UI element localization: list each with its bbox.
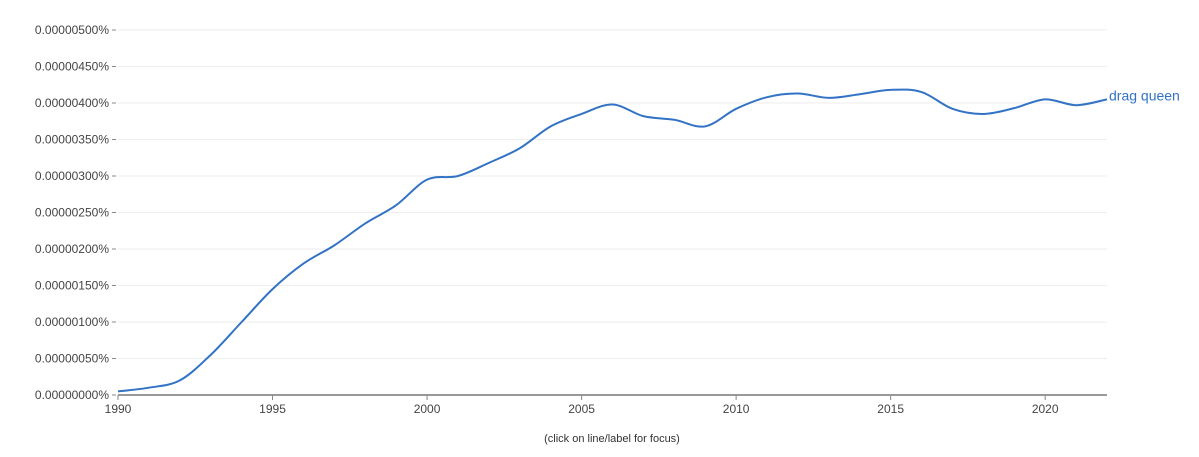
x-tick-label: 2020 — [1032, 402, 1059, 416]
series-label[interactable]: drag queen — [1109, 87, 1180, 103]
x-tick-label: 1990 — [105, 402, 132, 416]
y-tick-label: 0.00000050% — [35, 352, 109, 366]
y-tick-label: 0.00000450% — [35, 60, 109, 74]
x-tick-label: 2010 — [723, 402, 750, 416]
x-tick-label: 2005 — [568, 402, 595, 416]
x-tick-label: 2015 — [877, 402, 904, 416]
axis-layer: 0.00000000% 0.00000050% 0.00000100% 0.00000… — [35, 23, 1107, 416]
x-tick-label: 1995 — [259, 402, 286, 416]
x-tick-label: 2000 — [414, 402, 441, 416]
y-tick-label: 0.00000200% — [35, 242, 109, 256]
series-layer[interactable]: drag queen — [117, 87, 1180, 393]
grid-layer — [118, 29, 1107, 359]
y-tick-label: 0.00000500% — [35, 23, 109, 37]
y-tick-label: 0.00000150% — [35, 279, 109, 293]
y-tick-label: 0.00000100% — [35, 315, 109, 329]
chart-footer-note: (click on line/label for focus) — [544, 433, 680, 445]
y-tick-label: 0.00000300% — [35, 169, 109, 183]
y-tick-label: 0.00000400% — [35, 96, 109, 110]
series-line[interactable] — [117, 88, 1108, 393]
y-tick-label: 0.00000250% — [35, 206, 109, 220]
y-tick-label: 0.00000000% — [35, 388, 109, 402]
y-tick-label: 0.00000350% — [35, 133, 109, 147]
